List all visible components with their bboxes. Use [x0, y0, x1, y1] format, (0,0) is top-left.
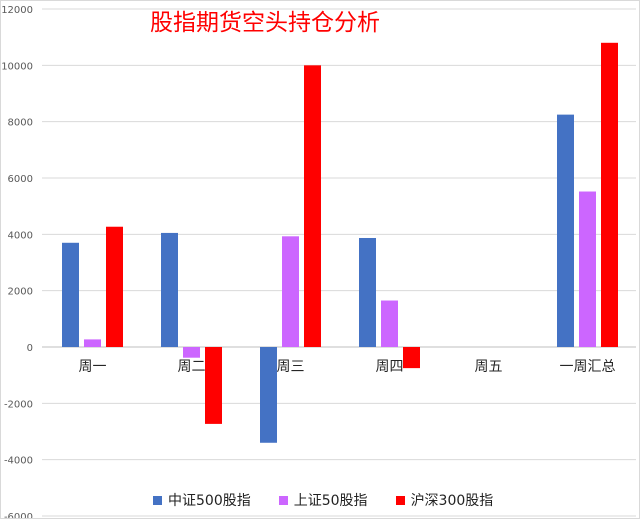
- y-tick-label: -2000: [4, 399, 33, 410]
- x-tick-label: 周二: [178, 359, 206, 375]
- bar-series-0-cat-1: [161, 232, 178, 347]
- bar-series-0-cat-0: [62, 242, 79, 347]
- x-tick-label: 周三: [277, 359, 305, 375]
- legend-item-series-1: 上证50股指: [278, 490, 368, 510]
- y-tick-label: -6000: [4, 512, 33, 519]
- bar-series-2-cat-3: [403, 347, 420, 369]
- y-tick-label: 0: [27, 343, 33, 354]
- bar-series-2-cat-2: [304, 65, 321, 347]
- legend-swatch-series-0: [153, 495, 162, 505]
- x-axis-tick-labels: 周一 周二 周三 周四 周五 一周汇总: [79, 359, 616, 375]
- y-tick-label: 2000: [8, 287, 33, 298]
- bar-series-1-cat-0: [84, 339, 101, 347]
- legend-item-series-2: 沪深300股指: [395, 490, 494, 510]
- bar-series-1-cat-3: [381, 300, 398, 347]
- legend-label-series-0: 中证500股指: [168, 493, 251, 509]
- x-tick-label: 周五: [475, 359, 503, 375]
- y-tick-label: 6000: [8, 174, 33, 185]
- y-axis-tick-labels: -6000 -4000 -2000 0 2000 4000 6000 8000 10000 120…: [1, 5, 33, 519]
- legend: 中证500股指 上证50股指 沪深300股指: [153, 490, 553, 510]
- chart-title: 股指期货空头持仓分析: [150, 10, 380, 36]
- bar-series-2-cat-0: [106, 226, 123, 347]
- y-tick-label: 12000: [1, 5, 33, 16]
- bar-series-1-cat-2: [282, 236, 299, 347]
- bar-series-1-cat-5: [579, 191, 596, 347]
- bars: [62, 42, 618, 443]
- y-tick-label: 10000: [1, 61, 33, 72]
- x-tick-label: 一周汇总: [560, 359, 616, 375]
- legend-label-series-2: 沪深300股指: [410, 493, 494, 509]
- y-tick-label: 8000: [8, 118, 33, 129]
- x-tick-label: 周一: [79, 359, 107, 375]
- grid-lines: [42, 8, 636, 517]
- legend-label-series-1: 上证50股指: [293, 493, 368, 509]
- bar-series-2-cat-1: [205, 347, 222, 424]
- legend-swatch-series-1: [278, 495, 288, 505]
- bar-series-1-cat-1: [183, 347, 200, 358]
- bar-series-2-cat-5: [601, 42, 618, 348]
- y-tick-label: 4000: [8, 230, 33, 241]
- y-tick-label: -4000: [4, 456, 33, 467]
- legend-item-series-0: 中证500股指: [153, 490, 251, 510]
- bar-series-0-cat-5: [557, 114, 574, 347]
- x-tick-label: 周四: [376, 359, 404, 375]
- bar-series-0-cat-3: [359, 237, 376, 347]
- bar-series-0-cat-2: [260, 347, 277, 443]
- legend-swatch-series-2: [395, 495, 405, 505]
